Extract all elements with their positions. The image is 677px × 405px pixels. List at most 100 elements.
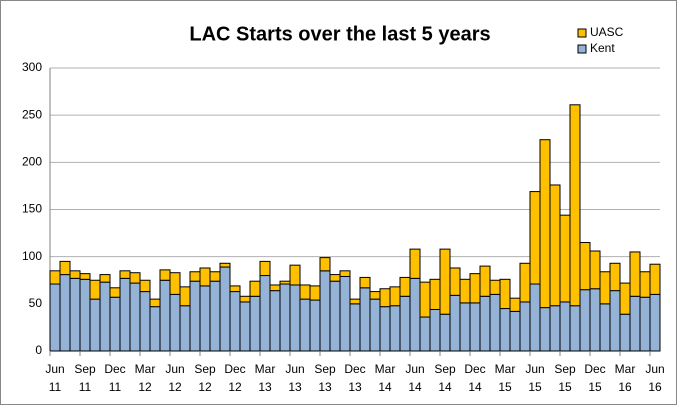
bar-segment bbox=[439, 313, 451, 352]
x-tick-label: Jun 14 bbox=[405, 362, 424, 394]
bar-segment bbox=[539, 307, 551, 352]
bar-segment bbox=[229, 291, 241, 352]
bar-segment bbox=[439, 248, 451, 315]
bar-segment bbox=[469, 302, 481, 352]
bar-segment bbox=[49, 270, 61, 285]
bar-segment bbox=[169, 293, 181, 352]
bar-segment bbox=[379, 306, 391, 352]
bar-segment bbox=[149, 298, 161, 308]
bar-segment bbox=[429, 278, 441, 310]
bar-segment bbox=[599, 271, 611, 305]
bar-segment bbox=[209, 271, 221, 282]
bar-segment bbox=[229, 285, 241, 293]
chart-title: LAC Starts over the last 5 years bbox=[189, 23, 490, 45]
bar-segment bbox=[179, 305, 191, 352]
bar-segment bbox=[49, 283, 61, 352]
bar-segment bbox=[119, 277, 131, 352]
bar-segment bbox=[319, 270, 331, 352]
bar-segment bbox=[219, 266, 231, 352]
bar-segment bbox=[489, 279, 501, 295]
bar-segment bbox=[279, 280, 291, 285]
bar-segment bbox=[309, 285, 321, 301]
bar-segment bbox=[639, 271, 651, 298]
bar-segment bbox=[429, 308, 441, 352]
bar-segment bbox=[369, 298, 381, 352]
bar-segment bbox=[509, 310, 521, 352]
bar-segment bbox=[649, 263, 661, 295]
bar-segment bbox=[89, 298, 101, 352]
bar-segment bbox=[239, 301, 251, 352]
bar-segment bbox=[179, 286, 191, 307]
bar-segment bbox=[239, 295, 251, 303]
bar-segment bbox=[309, 299, 321, 352]
bar-segment bbox=[159, 269, 171, 281]
bar-segment bbox=[319, 257, 331, 272]
x-tick-label: Dec 12 bbox=[224, 362, 245, 394]
x-tick-label: Mar 16 bbox=[615, 362, 636, 394]
bar-segment bbox=[299, 298, 311, 352]
bar-segment bbox=[469, 273, 481, 304]
bar-segment bbox=[579, 242, 591, 291]
bar-segment bbox=[189, 271, 201, 282]
bar-segment bbox=[389, 305, 401, 352]
legend-swatch bbox=[577, 28, 587, 38]
bar-segment bbox=[399, 295, 411, 352]
bar-segment bbox=[409, 277, 421, 352]
bar-segment bbox=[129, 282, 141, 352]
bar-segment bbox=[559, 214, 571, 303]
bar-segment bbox=[529, 191, 541, 285]
bar-segment bbox=[499, 278, 511, 310]
x-tick-label: Jun 13 bbox=[285, 362, 304, 394]
bar-segment bbox=[479, 295, 491, 352]
bar-segment bbox=[59, 274, 71, 352]
bar-segment bbox=[339, 275, 351, 352]
bar-segment bbox=[489, 293, 501, 352]
x-tick-label: Jun 16 bbox=[645, 362, 664, 394]
bar-segment bbox=[649, 293, 661, 352]
bar-segment bbox=[529, 283, 541, 352]
x-tick-label: Mar 12 bbox=[135, 362, 156, 394]
bar-segment bbox=[249, 280, 261, 297]
bar-segment bbox=[69, 277, 81, 352]
bar-segment bbox=[259, 260, 271, 277]
bar-segment bbox=[579, 289, 591, 352]
x-tick-label: Dec 14 bbox=[464, 362, 485, 394]
bar-segment bbox=[619, 313, 631, 352]
bar-segment bbox=[189, 280, 201, 352]
bar-segment bbox=[499, 308, 511, 352]
bar-segment bbox=[369, 291, 381, 300]
y-tick-label: 100 bbox=[22, 249, 42, 263]
bar-segment bbox=[99, 274, 111, 283]
legend-label: UASC bbox=[590, 25, 624, 39]
bar-segment bbox=[619, 282, 631, 315]
bar-segment bbox=[549, 305, 561, 352]
bar-segment bbox=[589, 288, 601, 352]
bar-segment bbox=[69, 270, 81, 279]
bar-segment bbox=[279, 283, 291, 352]
x-tick-label: Jun 15 bbox=[525, 362, 544, 394]
bar-segment bbox=[329, 280, 341, 352]
bar-segment bbox=[349, 298, 361, 305]
bar-segment bbox=[269, 284, 281, 292]
bar-segment bbox=[519, 262, 531, 303]
bar-segment bbox=[419, 281, 431, 318]
bar-segment bbox=[569, 305, 581, 352]
x-tick-label: Sep 14 bbox=[434, 362, 456, 394]
x-tick-label: Dec 11 bbox=[104, 362, 125, 394]
y-tick-label: 150 bbox=[22, 202, 42, 216]
bar-segment bbox=[109, 296, 121, 352]
bar-segment bbox=[269, 290, 281, 352]
bar-segment bbox=[79, 278, 91, 352]
y-tick-label: 250 bbox=[22, 107, 42, 121]
bar-segment bbox=[519, 301, 531, 352]
bar-segment bbox=[389, 286, 401, 307]
bar-segment bbox=[299, 284, 311, 300]
x-tick-label: Sep 15 bbox=[554, 362, 576, 394]
bar-segment bbox=[629, 251, 641, 297]
bar-segment bbox=[99, 281, 111, 352]
bar-segment bbox=[339, 270, 351, 277]
bar-segment bbox=[159, 279, 171, 352]
bar-segment bbox=[479, 265, 491, 297]
bar-segment bbox=[409, 248, 421, 279]
